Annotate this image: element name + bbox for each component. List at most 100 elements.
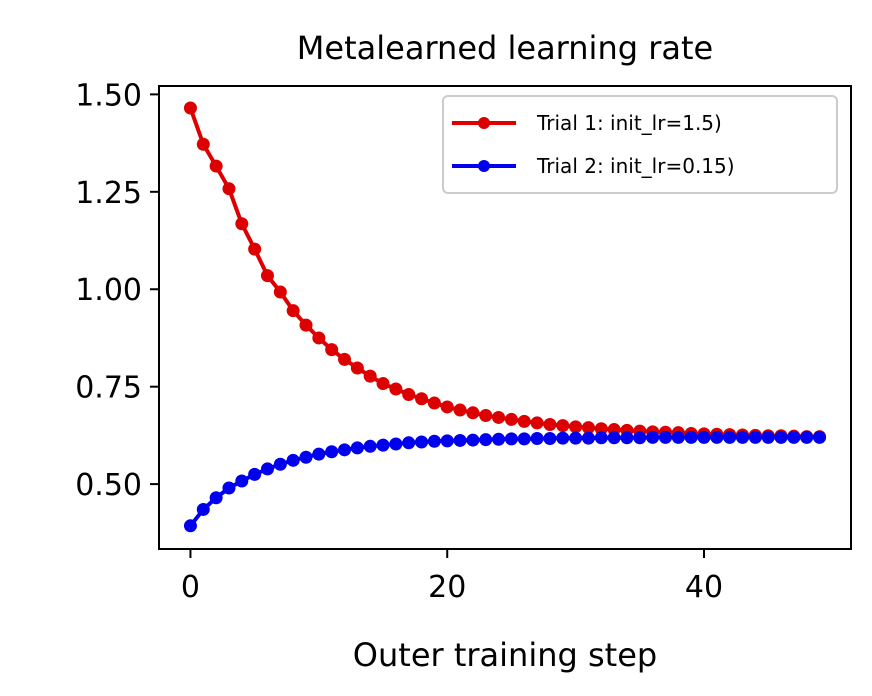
data-point (530, 416, 544, 430)
data-point (530, 432, 544, 446)
data-point (607, 431, 621, 445)
data-point (736, 430, 750, 444)
y-tick-label: 0.75 (75, 371, 142, 406)
data-point (260, 462, 274, 476)
legend-label-trial-2: Trial 2: init_lr=0.15) (536, 154, 735, 178)
data-point (338, 352, 352, 366)
data-point (440, 434, 454, 448)
data-point (209, 491, 223, 505)
data-point (479, 409, 493, 423)
data-point (350, 441, 364, 455)
data-point (787, 430, 801, 444)
data-point (543, 432, 557, 446)
data-point (325, 343, 339, 357)
data-point (466, 433, 480, 447)
data-point (196, 502, 210, 516)
data-point (415, 435, 429, 449)
data-point (286, 304, 300, 318)
data-point (504, 432, 518, 446)
data-point (273, 285, 287, 299)
data-point (350, 361, 364, 375)
data-point (620, 431, 634, 445)
data-point (440, 400, 454, 414)
data-point (402, 387, 416, 401)
legend-marker-trial-2 (478, 160, 490, 172)
data-point (633, 431, 647, 445)
data-point (813, 430, 827, 444)
data-point (248, 467, 262, 481)
legend-label-trial-1: Trial 1: init_lr=1.5) (536, 111, 722, 135)
data-point (222, 481, 236, 495)
data-point (748, 430, 762, 444)
data-point (286, 453, 300, 467)
data-point (389, 437, 403, 451)
data-point (376, 377, 390, 391)
data-point (684, 430, 698, 444)
data-point (556, 431, 570, 445)
plot-area (158, 85, 852, 550)
data-point (453, 403, 467, 417)
data-point (569, 431, 583, 445)
data-point (363, 439, 377, 453)
data-point (196, 137, 210, 151)
data-point (543, 417, 557, 431)
x-tick-label: 40 (685, 570, 723, 605)
data-point (312, 331, 326, 345)
data-point (338, 443, 352, 457)
legend: Trial 1: init_lr=1.5) Trial 2: init_lr=0… (442, 95, 838, 194)
x-tick-label: 0 (181, 570, 200, 605)
data-point (299, 450, 313, 464)
chart-title: Metalearned learning rate (297, 29, 713, 67)
data-point (697, 430, 711, 444)
data-point (427, 396, 441, 410)
data-point (504, 412, 518, 426)
data-point (273, 457, 287, 471)
y-tick-label: 1.25 (75, 176, 142, 211)
data-point (248, 242, 262, 256)
data-point (761, 430, 775, 444)
data-point (415, 392, 429, 406)
data-point (325, 445, 339, 459)
series-2 (183, 430, 827, 533)
data-point (466, 406, 480, 420)
data-point (312, 447, 326, 461)
data-point (581, 431, 595, 445)
data-point (183, 101, 197, 115)
data-point (517, 414, 531, 428)
data-point (517, 432, 531, 446)
data-point (492, 410, 506, 424)
series-line (188, 435, 820, 528)
data-point (646, 430, 660, 444)
legend-marker-trial-1 (478, 117, 490, 129)
x-tick-label: 20 (428, 570, 466, 605)
y-tick-label: 1.50 (75, 78, 142, 113)
data-point (594, 422, 608, 436)
data-point (774, 430, 788, 444)
data-point (222, 182, 236, 196)
data-point (800, 430, 814, 444)
series-layer (183, 101, 827, 533)
legend-box (442, 95, 838, 194)
x-axis-label: Outer training step (353, 636, 657, 674)
y-tick-label: 1.00 (75, 273, 142, 308)
data-point (569, 420, 583, 434)
data-point (594, 431, 608, 445)
data-point (581, 421, 595, 435)
data-point (363, 369, 377, 383)
data-point (710, 430, 724, 444)
data-point (671, 430, 685, 444)
y-tick-label: 0.50 (75, 468, 142, 503)
data-point (492, 432, 506, 446)
data-point (183, 519, 197, 533)
data-point (658, 430, 672, 444)
data-point (453, 433, 467, 447)
data-point (389, 382, 403, 396)
data-point (402, 436, 416, 450)
data-point (235, 474, 249, 488)
data-point (723, 430, 737, 444)
data-point (299, 318, 313, 332)
data-point (479, 433, 493, 447)
ticks-layer: 0 20 40 0.50 0.75 1.00 1.25 1.50 (75, 78, 723, 605)
data-point (235, 217, 249, 231)
